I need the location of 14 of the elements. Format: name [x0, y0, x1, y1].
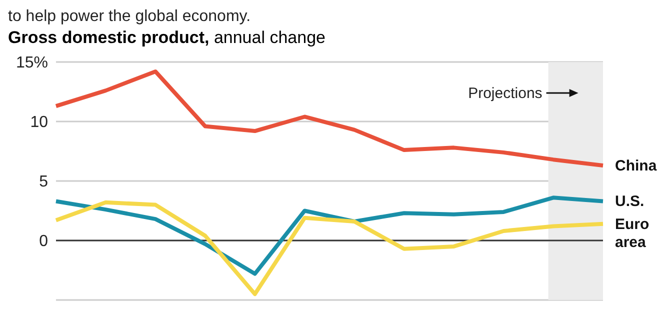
line-series [54, 70, 605, 168]
line-series [54, 196, 605, 276]
line-series [54, 200, 605, 296]
y-tick-label: 10 [30, 114, 48, 132]
text: to help power the global economy. [8, 8, 251, 25]
y-tick-label: 5 [39, 174, 48, 191]
series-label: Euro area [615, 216, 650, 251]
series-label: China [615, 158, 658, 175]
series-label: U.S. [615, 193, 644, 210]
chart-title: Gross domestic product, [8, 28, 210, 47]
annotation: Projections [468, 85, 542, 102]
chart-subtitle: annual change [214, 28, 326, 47]
y-tick-label: 0 [39, 233, 48, 250]
y-tick-label: 15% [16, 54, 48, 72]
